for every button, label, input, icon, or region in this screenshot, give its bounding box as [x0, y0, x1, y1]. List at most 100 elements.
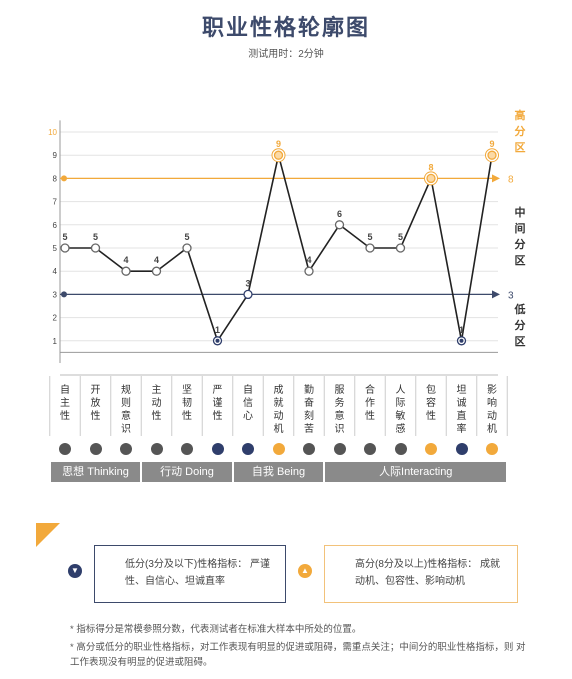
y-tick-label: 1 [53, 337, 58, 346]
data-point [487, 150, 497, 160]
y-tick-label: 7 [53, 198, 58, 207]
category-dot [211, 443, 224, 455]
low-score-box: 低分(3分及以下)性格指标： 严谨性、自信心、坦诚直率 [94, 545, 286, 603]
high-threshold-start [61, 175, 67, 182]
zone-mid-label: 中 [515, 205, 526, 219]
corner-decoration [36, 523, 60, 547]
category-label: 合作性 [365, 385, 375, 422]
category-dot [272, 443, 285, 455]
data-point [426, 173, 436, 184]
category-dot [455, 443, 468, 455]
data-label: 5 [367, 232, 372, 242]
low-threshold-start [61, 291, 67, 298]
category-dot [394, 443, 407, 455]
group-bar: 思想 Thinking [50, 462, 141, 482]
high-threshold-arrow [492, 174, 500, 183]
y-tick-label: 4 [53, 267, 58, 276]
category-label: 严谨性 [212, 385, 223, 422]
note-1: * 指标得分是常模参照分数，代表测试者在标准大样本中所处的位置。 [70, 624, 362, 635]
category-label: 开放性 [90, 385, 101, 422]
zone-low-label: 区 [515, 335, 526, 348]
page-subtitle: 测试用时：2分钟 [248, 49, 324, 60]
data-label: 9 [276, 139, 281, 149]
data-point [334, 220, 345, 230]
zone-high-label: 高 [515, 108, 526, 122]
category-label: 坦诚直率 [456, 385, 467, 435]
data-point [365, 243, 375, 253]
data-point [151, 266, 162, 276]
category-label: 成就动机 [273, 385, 284, 435]
y-tick-label: 6 [53, 221, 58, 230]
category-dot [120, 443, 132, 455]
data-point [273, 150, 284, 160]
y-tick-label: 9 [53, 151, 58, 160]
page-title: 职业性格轮廓图 [201, 15, 370, 40]
data-label: 8 [428, 162, 433, 172]
category-label: 主动性 [151, 385, 162, 422]
up-arrow-icon: ▲ [298, 564, 312, 578]
zone-high-label: 区 [515, 141, 526, 154]
category-dot [364, 443, 376, 455]
data-point [304, 266, 314, 276]
data-point [121, 266, 131, 276]
data-label: 5 [398, 232, 403, 242]
low-threshold-arrow [492, 290, 500, 299]
category-label: 自主性 [60, 385, 70, 422]
data-label: 3 [245, 278, 250, 288]
data-label: 6 [337, 209, 342, 219]
category-dot [181, 443, 193, 455]
data-point [90, 243, 101, 253]
group-bar: 自我 Being [233, 462, 324, 482]
category-dot [333, 443, 346, 455]
high-score-box: 高分(8分及以上)性格指标： 成就动机、包容性、影响动机 [324, 545, 518, 603]
data-point [182, 243, 192, 253]
data-point [395, 243, 406, 253]
note-2: * 高分或低分的职业性格指标，对工作表现有明显的促进或阻碍，需重点关注；中间分的… [70, 642, 526, 668]
data-point-center [215, 338, 220, 343]
down-arrow-icon: ▼ [68, 564, 82, 578]
category-dot [59, 443, 71, 455]
zone-mid-label: 分 [515, 237, 526, 251]
data-point [243, 289, 253, 300]
data-label: 4 [306, 255, 311, 265]
zone-mid-label: 区 [515, 254, 526, 267]
category-dot [150, 443, 163, 455]
y-tick-label: 5 [53, 244, 58, 253]
zone-low-label: 分 [515, 318, 526, 332]
data-label: 4 [123, 255, 128, 265]
zone-high-label: 分 [515, 124, 526, 138]
high-threshold-label: 8 [508, 174, 514, 185]
category-label: 勤奋刻苦 [304, 385, 314, 435]
category-dot [486, 443, 498, 455]
data-label: 1 [459, 325, 464, 335]
group-bar: 行动 Doing [142, 462, 232, 482]
group-bar: 人际Interacting [325, 462, 507, 482]
data-label: 5 [62, 232, 67, 242]
category-label: 自信心 [243, 385, 253, 422]
low-threshold-label: 3 [508, 290, 514, 301]
data-label: 5 [184, 232, 189, 242]
category-label: 包容性 [426, 385, 436, 422]
category-label: 影响动机 [487, 385, 497, 435]
y-tick-label: 2 [53, 314, 58, 323]
category-dot [425, 443, 437, 455]
data-point [60, 243, 70, 253]
category-label: 规则意识 [121, 385, 131, 435]
category-dot [303, 443, 315, 455]
y-tick-label: 8 [53, 174, 58, 183]
data-label: 9 [489, 139, 494, 149]
zone-mid-label: 间 [515, 222, 526, 235]
data-point-center [459, 338, 464, 343]
y-tick-label: 10 [48, 128, 57, 137]
data-label: 5 [93, 232, 98, 242]
category-label: 服务意识 [334, 385, 345, 435]
data-label: 1 [215, 325, 220, 335]
category-dot [242, 443, 254, 455]
zone-low-label: 低 [514, 302, 526, 316]
y-tick-label: 3 [53, 290, 58, 299]
category-label: 人际敏感 [395, 385, 406, 435]
category-dot [89, 443, 102, 455]
category-label: 坚韧性 [182, 385, 192, 422]
data-label: 4 [154, 255, 159, 265]
